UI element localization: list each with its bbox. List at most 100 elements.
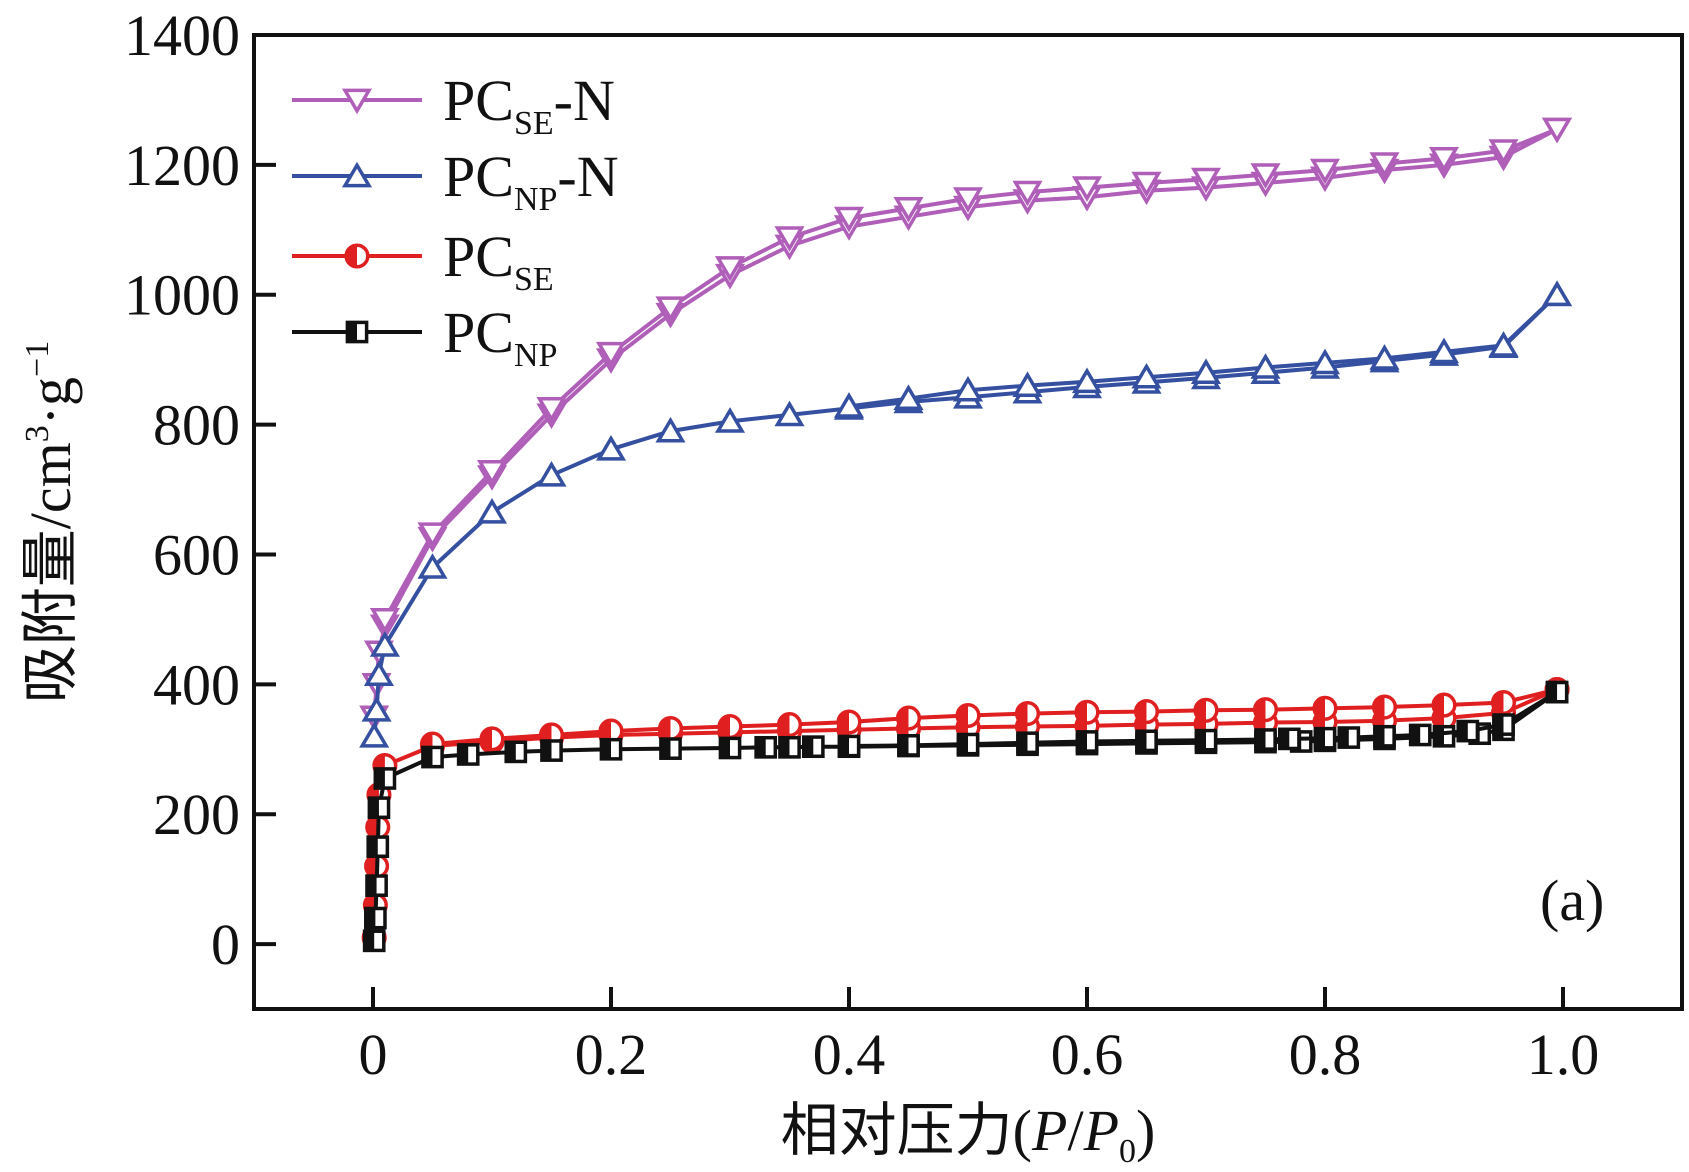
data-point xyxy=(1490,689,1517,716)
data-point xyxy=(837,734,861,758)
legend-marker xyxy=(344,243,370,269)
data-point xyxy=(1074,699,1100,725)
data-point xyxy=(1075,730,1099,753)
data-point xyxy=(893,197,924,223)
data-point xyxy=(364,906,387,930)
data-point xyxy=(1252,697,1279,723)
data-point xyxy=(1254,728,1277,751)
data-point xyxy=(369,608,400,634)
x-tick-label: 0.8 xyxy=(1289,1022,1362,1087)
data-point xyxy=(714,256,746,282)
legend-item: PCNP-N xyxy=(292,144,619,218)
y-axis-title-sup3: 3 xyxy=(19,425,56,442)
legend-label: PCNP xyxy=(443,300,557,374)
series-line-desorption xyxy=(848,690,1559,748)
data-point xyxy=(717,713,743,740)
data-point xyxy=(536,397,567,423)
y-axis-title-mid: ·g xyxy=(18,377,83,425)
data-point xyxy=(1408,723,1432,747)
data-point xyxy=(655,416,686,443)
legend-label-main: PC xyxy=(443,144,514,209)
data-point xyxy=(540,739,563,762)
legend-item: PCSE xyxy=(292,224,554,298)
x-axis-title-p0-sub: 0 xyxy=(1119,1133,1136,1170)
data-point xyxy=(657,715,684,742)
panel-label: (a) xyxy=(1540,868,1604,933)
data-point xyxy=(1428,337,1460,364)
data-point xyxy=(1012,180,1043,207)
data-point xyxy=(895,705,922,731)
x-tick-label: 1.0 xyxy=(1527,1022,1600,1087)
series-0 xyxy=(359,117,1573,732)
data-point xyxy=(476,498,508,524)
legend-label-suffix: -N xyxy=(557,144,618,209)
data-point xyxy=(536,460,567,487)
data-point xyxy=(718,736,742,760)
legend-item: PCSE-N xyxy=(292,68,615,142)
legend-label: PCSE-N xyxy=(443,68,615,142)
data-point xyxy=(421,745,444,769)
data-point xyxy=(369,631,400,657)
data-point xyxy=(479,726,505,752)
data-point xyxy=(1250,353,1281,379)
data-point xyxy=(1488,139,1519,165)
data-point xyxy=(1431,692,1457,718)
data-point xyxy=(1432,724,1456,748)
data-point xyxy=(955,702,981,729)
data-point xyxy=(1488,331,1519,357)
y-axis-title: 吸附量/cm3·g−1 xyxy=(18,341,83,704)
legend-label-main: PC xyxy=(443,68,514,133)
x-axis-ticks: 0 0.2 0.4 0.6 0.8 1.0 xyxy=(359,987,1600,1087)
data-point xyxy=(952,187,984,213)
data-point xyxy=(1312,695,1338,721)
legend-marker xyxy=(341,161,373,188)
data-point xyxy=(599,737,623,761)
data-point xyxy=(595,341,627,368)
data-point xyxy=(754,735,778,759)
data-point xyxy=(362,929,386,953)
legend-label-sub: NP xyxy=(514,181,557,218)
x-axis-title-prefix: 相对压力( xyxy=(781,1098,1032,1163)
data-point xyxy=(1371,694,1398,720)
data-point xyxy=(359,722,390,748)
data-point xyxy=(1190,358,1222,385)
data-point xyxy=(1309,348,1341,375)
data-point xyxy=(476,460,508,486)
data-point xyxy=(1541,117,1573,144)
data-point xyxy=(456,743,480,766)
data-point xyxy=(1012,371,1043,397)
data-point xyxy=(1014,701,1041,727)
data-point xyxy=(1541,280,1573,307)
data-point xyxy=(956,732,980,756)
series-layer xyxy=(359,117,1573,953)
data-point xyxy=(893,384,924,410)
legend-item: PCNP xyxy=(292,300,557,374)
data-point xyxy=(1492,713,1515,736)
data-point xyxy=(1250,163,1281,189)
data-point xyxy=(1135,729,1158,753)
data-point xyxy=(367,796,391,820)
legend-label-main: PC xyxy=(443,224,514,289)
data-point xyxy=(363,660,395,686)
legend-marker xyxy=(341,88,373,115)
data-point xyxy=(1193,697,1219,723)
data-point xyxy=(1373,724,1396,748)
data-point xyxy=(952,375,984,402)
data-point xyxy=(776,712,803,738)
data-point xyxy=(655,296,686,322)
data-point xyxy=(836,709,862,735)
data-point xyxy=(833,206,865,233)
legend-label-sub: NP xyxy=(514,337,557,374)
data-point xyxy=(801,735,825,759)
x-axis-title-suffix: ) xyxy=(1136,1098,1155,1163)
data-point xyxy=(417,553,448,579)
y-axis-title-supneg1: −1 xyxy=(19,341,56,377)
data-point xyxy=(366,835,390,859)
data-point xyxy=(1545,680,1569,704)
data-point xyxy=(774,226,805,252)
y-tick-label: 1000 xyxy=(124,263,240,328)
data-point xyxy=(1131,362,1162,389)
x-axis-title-p0: P xyxy=(1083,1098,1119,1163)
